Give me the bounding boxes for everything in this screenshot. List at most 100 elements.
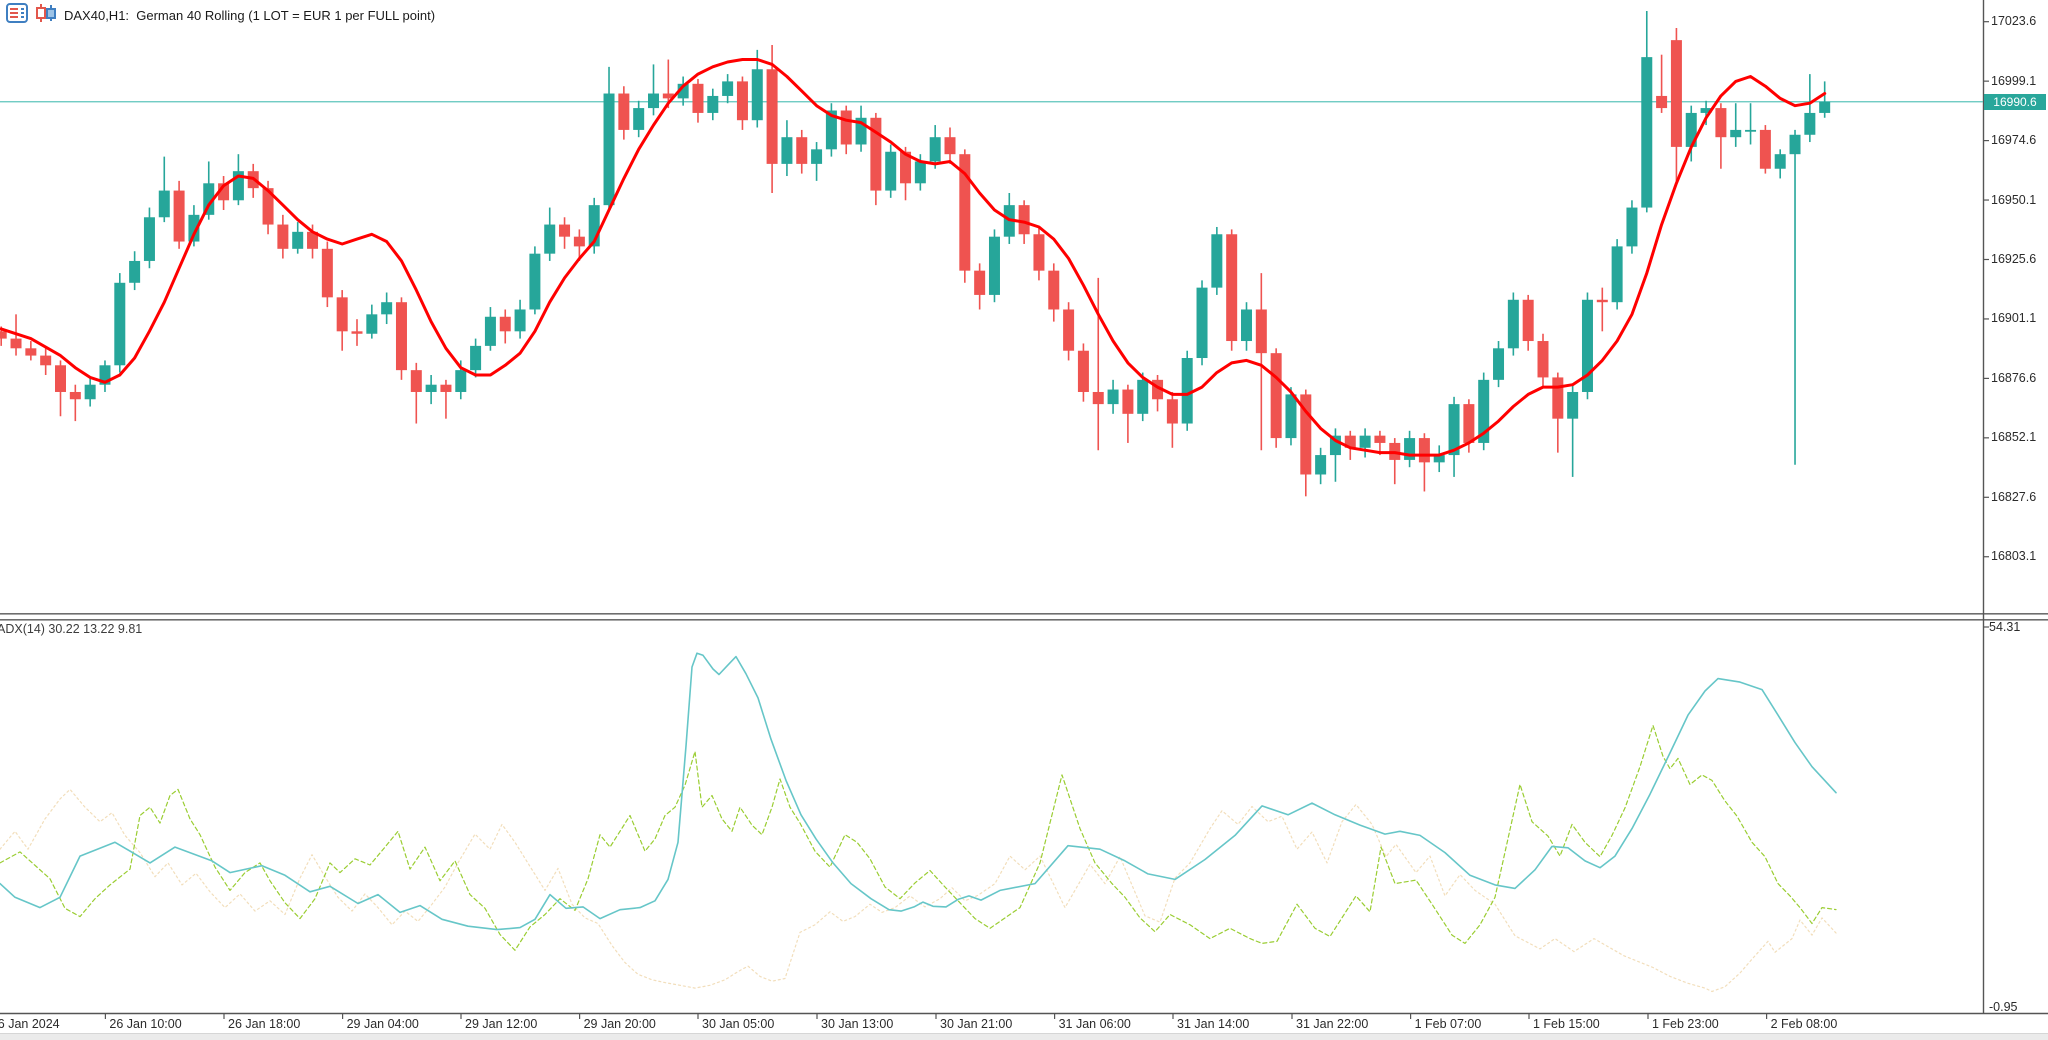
candle-body [25, 348, 37, 356]
time-axis-label: 30 Jan 21:00 [940, 1017, 1013, 1031]
candle-body [811, 149, 823, 164]
time-axis-label: 30 Jan 13:00 [821, 1017, 894, 1031]
candle-body [1196, 287, 1208, 359]
candle-body [336, 297, 348, 332]
candle-body [633, 108, 645, 130]
time-axis-label: 31 Jan 06:00 [1058, 1017, 1131, 1031]
candle-body [1048, 270, 1060, 310]
candle-body [99, 365, 111, 385]
candle-body [1285, 394, 1297, 439]
candle-body [440, 384, 452, 392]
indicator-label: ADX(14) 30.22 13.22 9.81 [0, 622, 143, 636]
candle-body [1759, 129, 1771, 169]
candle-body [366, 314, 378, 334]
time-axis-label: 1 Feb 15:00 [1533, 1017, 1600, 1031]
time-axis-label: 26 Jan 2024 [0, 1017, 60, 1031]
candle-body [351, 331, 363, 334]
time-axis-label: 31 Jan 14:00 [1177, 1017, 1250, 1031]
time-axis-label: 2 Feb 08:00 [1770, 1017, 1838, 1031]
indicator-scale-max: 54.31 [1989, 620, 2021, 634]
candle-body [292, 231, 304, 249]
candle-body [321, 248, 333, 298]
candle-body [1107, 389, 1119, 405]
candle-body [1522, 299, 1534, 342]
price-axis-label: 16999.1 [1991, 73, 2037, 88]
candle-body [514, 309, 526, 332]
candle-body [1418, 438, 1430, 463]
candle-body [1463, 404, 1475, 443]
candle-body [1626, 207, 1638, 247]
candle-body [603, 93, 615, 206]
candle-body [173, 190, 185, 242]
price-axis-label: 16950.1 [1991, 192, 2037, 207]
candle-body [484, 316, 496, 346]
candle-body [544, 224, 556, 254]
time-axis-label: 29 Jan 20:00 [583, 1017, 656, 1031]
candle-body [1300, 394, 1312, 475]
candle-body [470, 345, 482, 371]
candle-body [1255, 309, 1267, 354]
candle-body [1611, 246, 1623, 303]
price-axis-label: 16803.1 [1991, 549, 2037, 564]
candle-body [203, 183, 215, 215]
candle-body [1670, 40, 1682, 147]
price-axis-label: 16974.6 [1991, 133, 2037, 148]
candle-body [1226, 234, 1238, 342]
candle-body [988, 236, 1000, 295]
candle-body [722, 81, 734, 96]
candle-body [1033, 234, 1045, 271]
candle-body [885, 151, 897, 191]
candle-body [1567, 391, 1579, 419]
candle-body [1092, 391, 1104, 405]
candle-body [1359, 435, 1371, 448]
chart-header: DAX40,H1: German 40 Rolling (1 LOT = EUR… [6, 2, 436, 28]
candle-body [1404, 438, 1416, 460]
candle-body [188, 214, 200, 242]
candle-body [1478, 379, 1490, 443]
candle-body [618, 93, 630, 130]
candle-body [84, 384, 96, 400]
candle-body [1166, 399, 1178, 424]
candle-body [1329, 435, 1341, 456]
candle-body [1789, 134, 1801, 155]
candlestick-chart-icon [35, 3, 57, 28]
candle-body [855, 117, 867, 145]
minus-di-line [0, 788, 1837, 993]
candle-body [766, 69, 778, 164]
candle-body [1730, 129, 1742, 138]
candle-body [1641, 57, 1653, 208]
candle-body [1448, 404, 1460, 456]
candle-body [677, 83, 689, 99]
candle-body [692, 83, 704, 113]
candle-body [1211, 234, 1223, 288]
candle-body [1656, 95, 1668, 109]
ma-line [0, 58, 1827, 457]
candle-body [736, 81, 748, 121]
time-axis-label: 29 Jan 12:00 [465, 1017, 538, 1031]
time-axis-label: 26 Jan 10:00 [109, 1017, 182, 1031]
candle-body [900, 151, 912, 184]
candle-body [381, 302, 393, 315]
chart-title: DAX40,H1: German 40 Rolling (1 LOT = EUR… [64, 7, 436, 23]
candle-body [410, 370, 422, 392]
candle-body [1700, 108, 1712, 113]
candle-body [648, 93, 659, 109]
candle-body [781, 137, 793, 164]
candle-body [1581, 299, 1593, 392]
candle-body [1374, 435, 1386, 443]
plus-di-line [0, 724, 1837, 951]
candle-body [662, 93, 674, 99]
candle-body [10, 338, 22, 349]
time-axis-label: 26 Jan 18:00 [228, 1017, 301, 1031]
price-axis-label: 16827.6 [1991, 489, 2037, 504]
candle-body [588, 205, 600, 247]
candle-body [914, 161, 926, 184]
time-axis-label: 29 Jan 04:00 [346, 1017, 419, 1031]
data-window-icon [6, 2, 28, 28]
candle-body [158, 190, 170, 218]
panel-separator-bottom[interactable] [0, 619, 2048, 621]
window-bottom-strip [0, 1033, 2048, 1040]
panel-separator-top [0, 613, 2048, 615]
